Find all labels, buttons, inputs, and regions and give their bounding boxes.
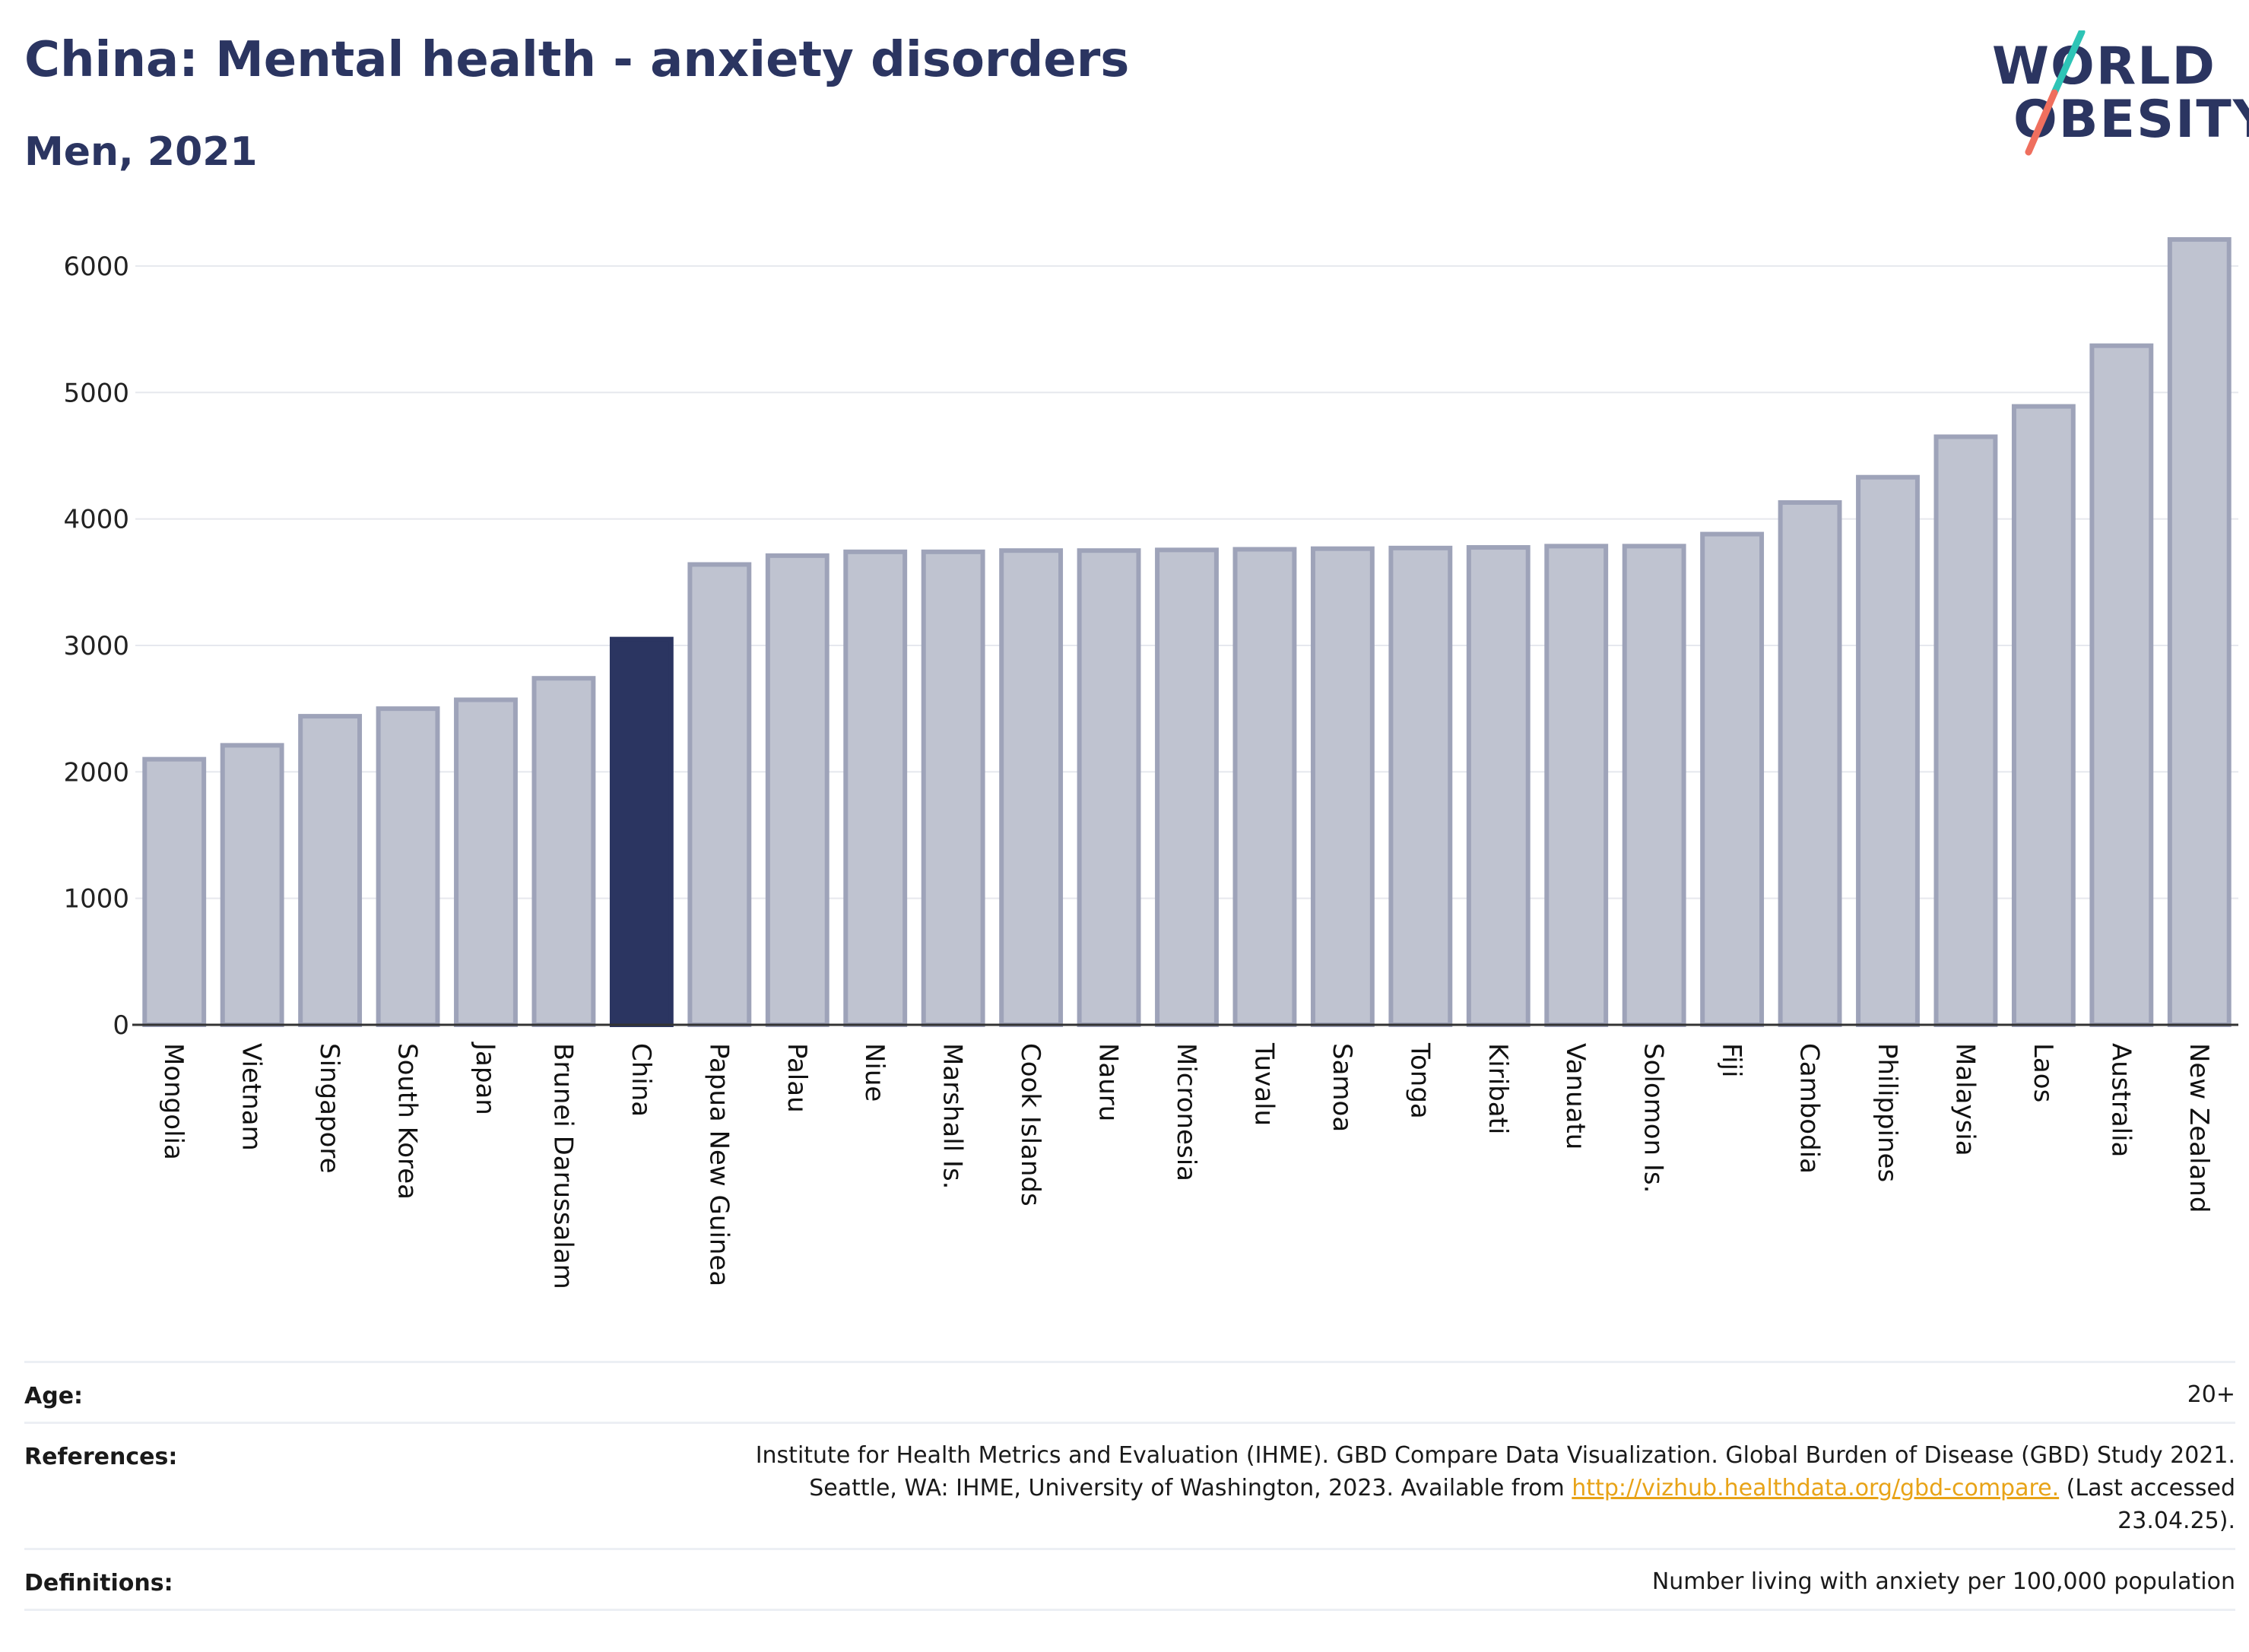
bar <box>1622 544 1686 1028</box>
y-tick-label: 6000 <box>63 252 129 282</box>
logo-slash-icon <box>2025 30 2086 156</box>
bar <box>1388 545 1453 1028</box>
y-tick-label: 1000 <box>63 884 129 915</box>
age-row: Age: 20+ <box>24 1361 2235 1422</box>
bar <box>1544 544 1609 1028</box>
x-tick-label: Solomon Is. <box>1638 1043 1669 1193</box>
x-tick-label: Japan <box>470 1042 500 1115</box>
references-text-1: Institute for Health Metrics and Evaluat… <box>755 1442 2235 1469</box>
x-tick-label: Palau <box>782 1043 812 1113</box>
x-tick-label: Laos <box>2028 1043 2058 1102</box>
references-text-4: 23.04.25). <box>2117 1508 2235 1534</box>
bar <box>298 714 363 1027</box>
references-text-2: Seattle, WA: IHME, University of Washing… <box>809 1475 1572 1501</box>
bar <box>999 548 1064 1027</box>
bar <box>1310 546 1375 1027</box>
world-obesity-logo: WORLD OBESITY <box>1992 30 2249 167</box>
x-tick-label: Niue <box>859 1043 890 1102</box>
x-tick-label: Australia <box>2105 1043 2136 1157</box>
x-tick-label: Singapore <box>314 1043 344 1174</box>
bar <box>1155 547 1219 1028</box>
chart-title: China: Mental health - anxiety disorders <box>24 32 1130 88</box>
x-tick-label: Cambodia <box>1794 1043 1825 1174</box>
bar <box>531 676 596 1027</box>
x-tick-label: Malaysia <box>1949 1043 1980 1156</box>
definitions-value: Number living with anxiety per 100,000 p… <box>1651 1568 2235 1595</box>
references-value: Institute for Health Metrics and Evaluat… <box>756 1424 2235 1548</box>
bar <box>609 636 674 1028</box>
x-tick-label: Tonga <box>1404 1042 1435 1119</box>
references-text-3: (Last accessed <box>2059 1475 2235 1501</box>
bar <box>1077 548 1141 1027</box>
x-tick-label: Cook Islands <box>1015 1043 1045 1206</box>
y-tick-label: 2000 <box>63 757 129 788</box>
references-link[interactable]: http://vizhub.healthdata.org/gbd-compare… <box>1572 1475 2060 1501</box>
y-tick-label: 5000 <box>63 378 129 408</box>
bar-chart: 0 1000 2000 3000 4000 5000 6000 Mongolia Vietnam… <box>63 236 2238 1289</box>
references-row: References: Institute for Health Metrics… <box>24 1422 2235 1548</box>
x-tick-label: Kiribati <box>1483 1043 1513 1134</box>
bar <box>376 706 440 1028</box>
logo-line-1: WORLD <box>1992 36 2216 97</box>
x-tick-label: Marshall Is. <box>937 1043 968 1190</box>
bar <box>765 553 829 1028</box>
x-tick-label: Tuvalu <box>1248 1042 1279 1126</box>
y-tick-label: 4000 <box>63 505 129 535</box>
x-tick-label: Nauru <box>1093 1043 1124 1121</box>
bar <box>1232 547 1297 1027</box>
y-tick-label: 0 <box>113 1010 129 1041</box>
chart-footer: Age: 20+ References: Institute for Healt… <box>24 1361 2235 1611</box>
bar <box>1700 531 1765 1028</box>
age-value: 20+ <box>2187 1381 2235 1408</box>
bar <box>142 756 207 1028</box>
x-tick-label: Vanuatu <box>1560 1043 1591 1149</box>
bar <box>921 549 985 1028</box>
bar <box>2167 236 2232 1027</box>
bar <box>843 549 908 1028</box>
x-tick-label: Mongolia <box>158 1043 189 1160</box>
bar <box>220 743 284 1027</box>
definitions-row: Definitions: Number living with anxiety … <box>24 1548 2235 1611</box>
bar <box>2011 404 2076 1027</box>
x-tick-label: Micronesia <box>1171 1043 1201 1181</box>
x-tick-label: Samoa <box>1327 1043 1357 1132</box>
x-tick-label: South Korea <box>392 1043 423 1200</box>
definitions-label: Definitions: <box>24 1570 173 1597</box>
bar <box>1856 474 1920 1027</box>
bar <box>1933 434 1998 1027</box>
x-tick-label: Philippines <box>1872 1043 1902 1182</box>
bar <box>1778 499 1842 1027</box>
bar <box>2089 343 2154 1027</box>
bar <box>687 562 752 1027</box>
x-tick-label: Vietnam <box>236 1043 267 1151</box>
x-tick-label: Papua New Guinea <box>703 1043 734 1286</box>
y-tick-label: 3000 <box>63 631 129 661</box>
x-tick-label: New Zealand <box>2184 1043 2214 1213</box>
bar <box>454 697 518 1027</box>
age-label: Age: <box>24 1383 84 1409</box>
references-label: References: <box>24 1444 178 1470</box>
x-tick-label: Brunei Darussalam <box>547 1043 578 1289</box>
bar <box>1466 545 1531 1027</box>
x-tick-label: China <box>626 1043 656 1117</box>
x-tick-label: Fiji <box>1716 1043 1746 1077</box>
chart-subtitle: Men, 2021 <box>24 129 258 175</box>
